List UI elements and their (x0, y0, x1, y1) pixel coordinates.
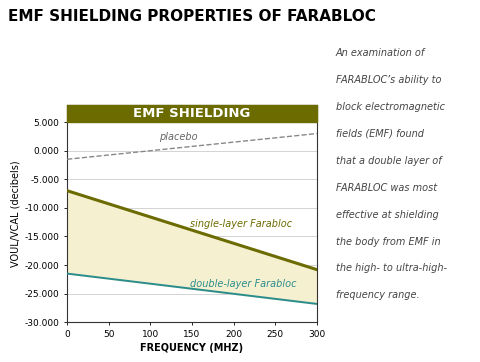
Y-axis label: VOUL/VCAL (decibels): VOUL/VCAL (decibels) (11, 160, 21, 267)
Text: block electromagnetic: block electromagnetic (336, 102, 445, 112)
Text: single-layer Farabloc: single-layer Farabloc (191, 219, 292, 229)
Text: EMF SHIELDING: EMF SHIELDING (133, 107, 251, 120)
Text: the high- to ultra-high-: the high- to ultra-high- (336, 264, 447, 273)
Text: FARABLOC’s ability to: FARABLOC’s ability to (336, 75, 442, 85)
X-axis label: FREQUENCY (MHZ): FREQUENCY (MHZ) (141, 343, 243, 353)
Text: the body from EMF in: the body from EMF in (336, 236, 441, 247)
Text: fields (EMF) found: fields (EMF) found (336, 129, 424, 139)
Text: An examination of: An examination of (336, 48, 425, 58)
Text: EMF SHIELDING PROPERTIES OF FARABLOC: EMF SHIELDING PROPERTIES OF FARABLOC (8, 9, 376, 24)
Text: that a double layer of: that a double layer of (336, 156, 442, 166)
Text: FARABLOC was most: FARABLOC was most (336, 183, 437, 193)
Text: double-layer Farabloc: double-layer Farabloc (191, 279, 297, 289)
Text: placebo: placebo (159, 132, 197, 142)
Text: frequency range.: frequency range. (336, 290, 420, 300)
Bar (67, 105, 317, 122)
Text: effective at shielding: effective at shielding (336, 210, 439, 220)
